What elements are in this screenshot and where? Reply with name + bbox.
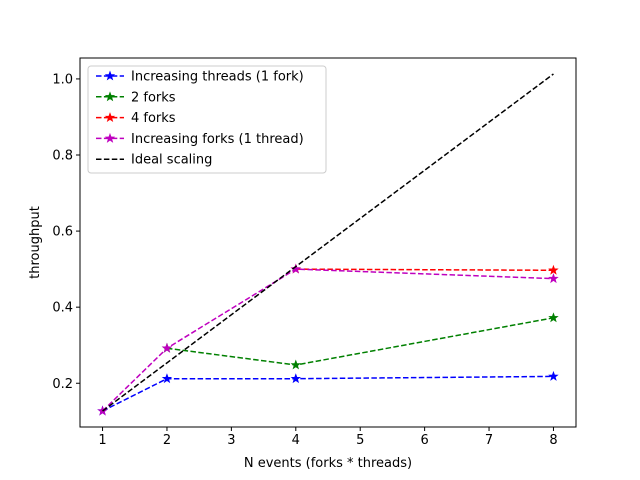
y-tick-label: 1.0 bbox=[52, 72, 73, 87]
data-point-0-3 bbox=[548, 370, 559, 381]
y-tick-label: 0.6 bbox=[52, 225, 73, 240]
x-tick-label: 3 bbox=[227, 433, 235, 448]
y-tick-label: 0.2 bbox=[52, 377, 73, 392]
x-axis-label: N events (forks * threads) bbox=[244, 456, 412, 471]
axes-frame bbox=[79, 57, 577, 428]
x-tick-label: 8 bbox=[549, 433, 557, 448]
data-point-1-2 bbox=[548, 312, 559, 323]
y-tick-label: 0.8 bbox=[52, 149, 73, 164]
axes: 1 2 3 4 5 6 7 8 0.2 0.4 0.6 0.8 1.0 bbox=[52, 57, 577, 448]
legend-marker-1 bbox=[104, 91, 116, 102]
x-tick-label: 4 bbox=[292, 433, 300, 448]
data-point-0-2 bbox=[290, 373, 302, 384]
data-point-3-3 bbox=[548, 273, 559, 284]
legend-marker-2 bbox=[104, 112, 116, 123]
x-tick-label: 6 bbox=[420, 433, 428, 448]
x-tick-label: 7 bbox=[485, 433, 493, 448]
legend-box bbox=[87, 65, 327, 174]
data-point-3-1 bbox=[161, 342, 173, 353]
x-tick-label: 2 bbox=[163, 433, 171, 448]
legend-label-4: Ideal scaling bbox=[131, 153, 212, 168]
data-point-3-2 bbox=[290, 263, 302, 274]
series-line-2 bbox=[295, 268, 554, 272]
x-tick-label: 5 bbox=[356, 433, 364, 448]
y-tick-label: 0.4 bbox=[52, 301, 73, 316]
legend-label-2: 4 forks bbox=[131, 111, 176, 126]
data-point-1-1 bbox=[290, 359, 302, 370]
series-line-4 bbox=[102, 73, 554, 412]
legend-marker-0 bbox=[104, 70, 116, 81]
x-tick-label: 1 bbox=[98, 433, 106, 448]
legend-marker-3 bbox=[104, 132, 116, 143]
plot-area bbox=[97, 73, 559, 416]
legend-label-1: 2 forks bbox=[131, 90, 176, 105]
legend: Increasing threads (1 fork) 2 forks 4 fork… bbox=[87, 65, 327, 174]
series-line-0 bbox=[102, 375, 554, 412]
legend-label-0: Increasing threads (1 fork) bbox=[131, 70, 304, 85]
y-axis-label: throughput bbox=[28, 206, 43, 279]
legend-label-3: Increasing forks (1 thread) bbox=[131, 132, 304, 147]
data-point-2-1 bbox=[548, 264, 559, 275]
data-point-0-1 bbox=[161, 373, 173, 384]
series-line-3 bbox=[102, 268, 554, 412]
